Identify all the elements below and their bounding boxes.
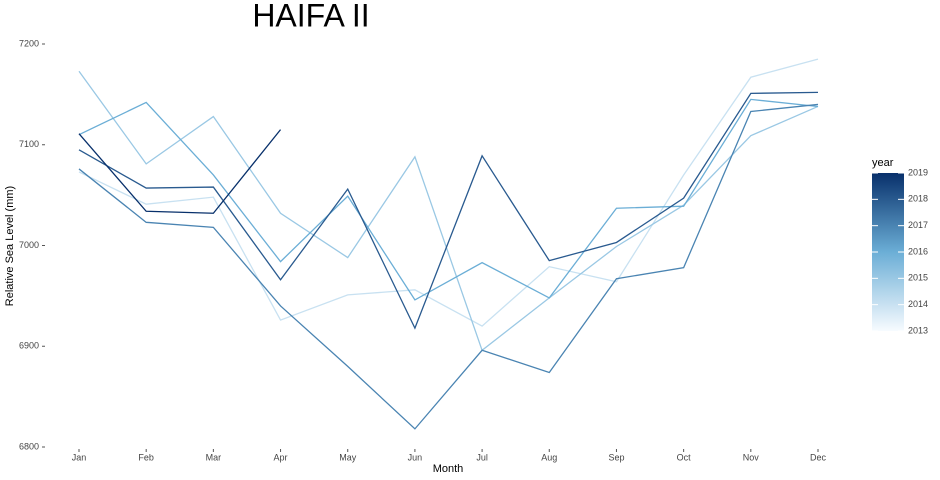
x-tick-label: Dec bbox=[810, 452, 827, 462]
x-tick-label: Feb bbox=[138, 452, 154, 462]
colorbar-label: 2015 bbox=[908, 273, 928, 283]
x-tick-label: Mar bbox=[206, 452, 222, 462]
x-tick-label: Jul bbox=[476, 452, 488, 462]
x-tick-label: Aug bbox=[541, 452, 557, 462]
colorbar-label: 2017 bbox=[908, 220, 928, 230]
x-axis-label: Month bbox=[433, 463, 464, 475]
x-tick-label: Sep bbox=[608, 452, 624, 462]
series-line bbox=[78, 129, 282, 214]
x-tick-label: Apr bbox=[274, 452, 288, 462]
legend-title: year bbox=[872, 157, 894, 169]
x-tick-label: May bbox=[339, 452, 357, 462]
series-line bbox=[78, 98, 819, 301]
x-tick-label: Nov bbox=[743, 452, 760, 462]
colorbar-label: 2013 bbox=[908, 325, 928, 335]
series-line bbox=[78, 70, 819, 352]
y-tick-label: 7100 bbox=[19, 139, 39, 149]
colorbar-label: 2014 bbox=[908, 299, 928, 309]
y-tick-label: 7200 bbox=[19, 38, 39, 48]
x-tick-label: Jun bbox=[408, 452, 423, 462]
y-tick-label: 6800 bbox=[19, 441, 39, 451]
series-line bbox=[78, 91, 819, 330]
y-tick-label: 7000 bbox=[19, 240, 39, 250]
colorbar-label: 2016 bbox=[908, 246, 928, 256]
chart-title: HAIFA II bbox=[252, 0, 369, 33]
series-line bbox=[78, 103, 819, 430]
x-tick-label: Oct bbox=[677, 452, 692, 462]
colorbar-label: 2018 bbox=[908, 194, 928, 204]
x-tick-label: Jan bbox=[72, 452, 87, 462]
colorbar-label: 2019 bbox=[908, 167, 928, 177]
series-line bbox=[78, 58, 819, 327]
y-axis-label: Relative Sea Level (mm) bbox=[4, 186, 16, 306]
y-tick-label: 6900 bbox=[19, 341, 39, 351]
